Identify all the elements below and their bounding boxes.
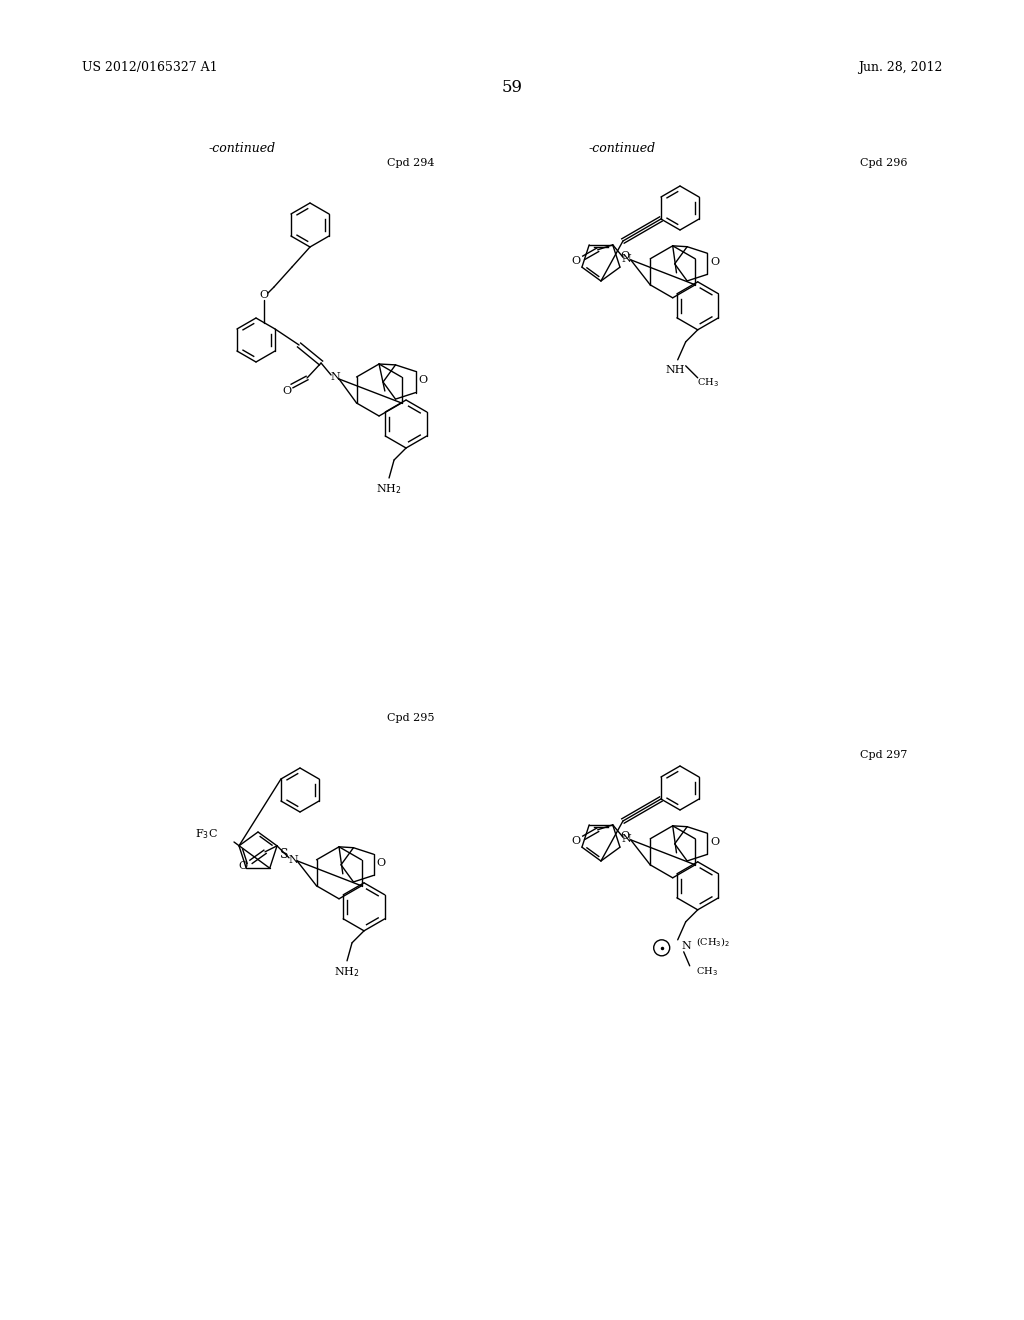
- Text: O: O: [377, 858, 386, 867]
- Text: NH: NH: [666, 364, 685, 375]
- Text: -continued: -continued: [589, 141, 655, 154]
- Text: US 2012/0165327 A1: US 2012/0165327 A1: [82, 62, 218, 74]
- Text: O: O: [571, 836, 581, 846]
- Text: 59: 59: [502, 79, 522, 96]
- Text: O: O: [571, 256, 581, 265]
- Text: Cpd 297: Cpd 297: [860, 750, 907, 760]
- Text: O: O: [283, 385, 292, 396]
- Text: O: O: [621, 832, 630, 841]
- Text: N: N: [622, 834, 632, 843]
- Text: O: O: [621, 251, 630, 261]
- Text: NH$_2$: NH$_2$: [334, 965, 359, 978]
- Text: O: O: [419, 375, 428, 385]
- Text: CH$_3$: CH$_3$: [696, 376, 719, 389]
- Text: O: O: [239, 861, 248, 871]
- Text: O: O: [710, 257, 719, 267]
- Text: CH$_3$: CH$_3$: [695, 965, 718, 978]
- Text: -continued: -continued: [209, 141, 275, 154]
- Text: N: N: [622, 253, 632, 264]
- Text: O: O: [259, 290, 268, 300]
- Text: Jun. 28, 2012: Jun. 28, 2012: [858, 62, 942, 74]
- Text: NH$_2$: NH$_2$: [376, 482, 401, 496]
- Text: Cpd 295: Cpd 295: [387, 713, 434, 723]
- Text: Cpd 296: Cpd 296: [860, 158, 907, 168]
- Text: F$_3$C: F$_3$C: [196, 828, 218, 841]
- Text: (CH$_3$)$_2$: (CH$_3$)$_2$: [695, 935, 730, 949]
- Text: Cpd 294: Cpd 294: [387, 158, 434, 168]
- Text: S: S: [280, 849, 288, 862]
- Text: O: O: [710, 837, 719, 847]
- Text: N: N: [682, 941, 691, 950]
- Text: N: N: [288, 855, 298, 865]
- Text: N: N: [330, 372, 340, 381]
